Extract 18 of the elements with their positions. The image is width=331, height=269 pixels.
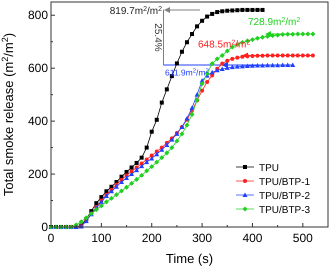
- x-axis-title: Time (s): [166, 251, 214, 266]
- annotation: 25.4%: [152, 23, 163, 52]
- legend-label: TPU/BTP-3: [259, 205, 311, 216]
- x-tick-label: 200: [142, 231, 162, 245]
- y-tick-label: 400: [28, 114, 48, 128]
- annotation: 819.7m$^{2}$/m$^{2}$: [110, 5, 162, 17]
- y-tick-label: 0: [41, 220, 48, 234]
- legend-label: TPU: [259, 163, 279, 174]
- x-tick-label: 300: [192, 231, 212, 245]
- annotation: 728.9m$^{2}$/m$^{2}$: [248, 16, 300, 28]
- y-tick-label: 800: [28, 8, 48, 22]
- y-tick-label: 600: [28, 61, 48, 76]
- y-tick-label: 200: [28, 167, 48, 182]
- x-tick-label: 400: [242, 231, 263, 245]
- x-tick-label: 500: [292, 231, 314, 245]
- x-tick-label: 100: [91, 231, 112, 245]
- legend-label: TPU/BTP-2: [259, 191, 311, 202]
- legend-label: TPU/BTP-1: [259, 177, 311, 188]
